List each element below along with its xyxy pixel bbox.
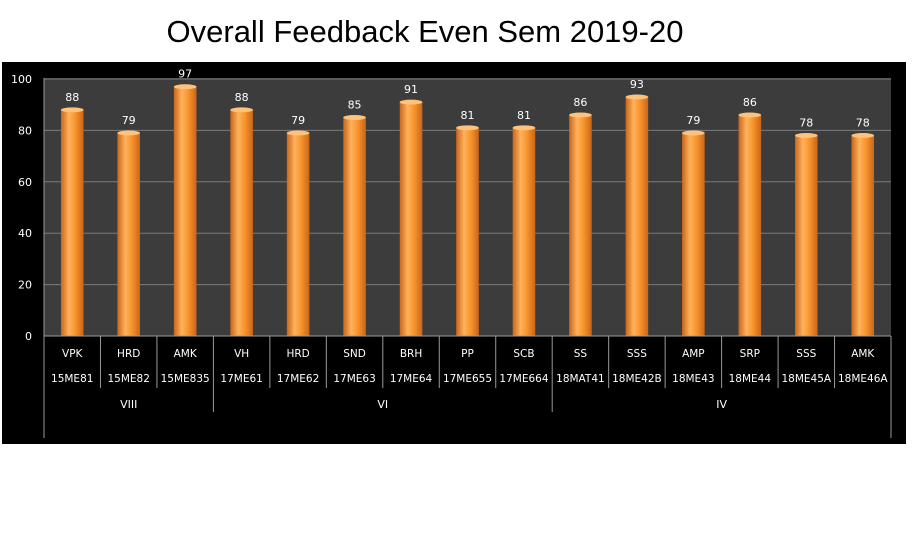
x-tick-label-code: 17ME61: [220, 373, 262, 385]
bar-cap: [625, 94, 649, 100]
x-tick-label-name: HRD: [286, 348, 309, 360]
bar: [738, 114, 762, 336]
bar: [625, 96, 649, 337]
x-tick-label-name: BRH: [400, 348, 422, 360]
bar-cap: [230, 107, 253, 113]
y-tick-label: 40: [18, 227, 32, 240]
bar-cap: [60, 107, 84, 113]
chart-title: Overall Feedback Even Sem 2019-20: [166, 14, 684, 49]
x-group-label: VIII: [120, 398, 137, 411]
data-label: 97: [178, 68, 192, 81]
x-group-label: VI: [377, 398, 388, 411]
bar: [851, 135, 875, 336]
x-tick-label-code: 18ME42B: [612, 373, 662, 385]
bar-cap: [738, 112, 762, 118]
x-tick-label-name: AMP: [682, 348, 705, 360]
x-tick-label-code: 17ME655: [443, 373, 492, 385]
x-tick-label-code: 15ME82: [107, 373, 149, 385]
data-label: 91: [404, 83, 418, 96]
data-labels: 88 79 97 88 79 85 91 81 81 86 93 79 86 78 78: [65, 68, 870, 130]
bar: [173, 86, 197, 337]
x-tick-label-name: HRD: [117, 348, 140, 360]
x-tick-label-name: SRP: [740, 348, 760, 360]
x-group-label: IV: [716, 398, 727, 411]
data-label: 88: [235, 91, 249, 104]
data-label: 79: [686, 114, 700, 127]
data-label: 88: [65, 91, 79, 104]
x-tick-label-name: SSS: [796, 348, 816, 360]
x-tick-label-code: 18ME46A: [838, 373, 888, 385]
bar-cap: [399, 99, 423, 105]
bars: [60, 84, 875, 337]
x-tick-label-code: 17ME64: [390, 373, 433, 385]
x-tick-label-name: AMK: [851, 348, 875, 360]
data-label: 81: [461, 109, 475, 122]
data-label: 78: [856, 117, 870, 130]
data-label: 85: [348, 99, 362, 112]
bar: [230, 109, 253, 336]
x-tick-label-code: 17ME62: [277, 373, 319, 385]
data-label: 78: [799, 117, 813, 130]
data-label: 81: [517, 109, 531, 122]
data-label: 86: [743, 96, 757, 109]
bar-cap: [286, 130, 310, 136]
data-label: 79: [122, 114, 136, 127]
x-tick-label-name: SND: [343, 348, 366, 360]
x-tick-label-code: 18MAT41: [556, 373, 605, 385]
y-tick-label: 100: [11, 73, 32, 86]
bar-cap: [795, 133, 818, 139]
bar: [456, 127, 479, 336]
axes: 0 20 40 60 80 100 VPK 15ME81 HRD 15ME82 AMK 15ME835…: [11, 73, 892, 438]
data-label: 93: [630, 78, 644, 91]
bar-cap: [117, 130, 140, 136]
x-tick-label-code: 18ME43: [672, 373, 714, 385]
bar: [682, 132, 705, 336]
x-tick-label-name: VH: [234, 348, 249, 360]
bar: [795, 135, 818, 336]
x-tick-label-code: 18ME44: [729, 373, 772, 385]
x-tick-label-name: SSS: [627, 348, 647, 360]
x-tick-label-name: PP: [461, 348, 474, 360]
x-tick-label-name: SCB: [513, 348, 534, 360]
x-tick-label-code: 17ME664: [499, 373, 548, 385]
y-tick-label: 20: [18, 279, 32, 292]
bar: [399, 102, 423, 336]
bar-cap: [456, 125, 479, 131]
bar-cap: [173, 84, 197, 90]
bar-cap: [569, 112, 592, 118]
bar-cap: [682, 130, 705, 136]
bar: [117, 132, 140, 336]
bar: [512, 127, 536, 336]
data-label: 79: [291, 114, 305, 127]
bar: [60, 109, 84, 336]
bar: [286, 132, 310, 336]
x-tick-label-code: 15ME835: [161, 373, 210, 385]
y-tick-label: 80: [18, 124, 32, 137]
x-tick-label-name: SS: [574, 348, 588, 360]
bar-cap: [851, 133, 875, 139]
y-tick-label: 0: [25, 330, 32, 343]
bar: [569, 114, 592, 336]
x-tick-label-name: VPK: [62, 348, 84, 360]
x-tick-label-code: 17ME63: [333, 373, 375, 385]
x-tick-label-code: 15ME81: [51, 373, 93, 385]
bar: [343, 117, 366, 336]
x-tick-label-name: AMK: [174, 348, 198, 360]
y-tick-label: 60: [18, 176, 32, 189]
bar-cap: [343, 115, 366, 121]
data-label: 86: [573, 96, 587, 109]
x-tick-label-code: 18ME45A: [781, 373, 831, 385]
bar-cap: [512, 125, 536, 131]
